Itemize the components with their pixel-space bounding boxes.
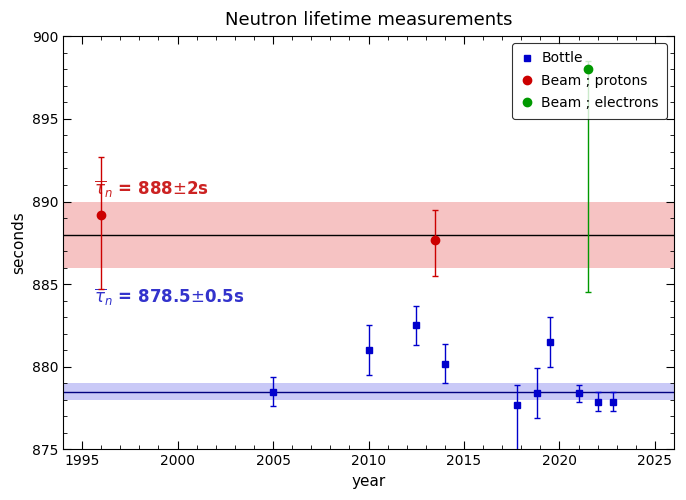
Title: Neutron lifetime measurements: Neutron lifetime measurements	[225, 11, 512, 29]
Y-axis label: seconds: seconds	[11, 212, 26, 274]
Text: $\overline{\tau}_n$ = 878.5$\pm$0.5s: $\overline{\tau}_n$ = 878.5$\pm$0.5s	[93, 286, 244, 308]
Legend: Bottle, Beam ; protons, Beam ; electrons: Bottle, Beam ; protons, Beam ; electrons	[512, 43, 667, 118]
Text: $\overline{\tau}_n$ = 888$\pm$2s: $\overline{\tau}_n$ = 888$\pm$2s	[93, 179, 209, 201]
Bar	[63, 202, 674, 268]
X-axis label: year: year	[351, 474, 386, 489]
Bar	[63, 384, 674, 400]
